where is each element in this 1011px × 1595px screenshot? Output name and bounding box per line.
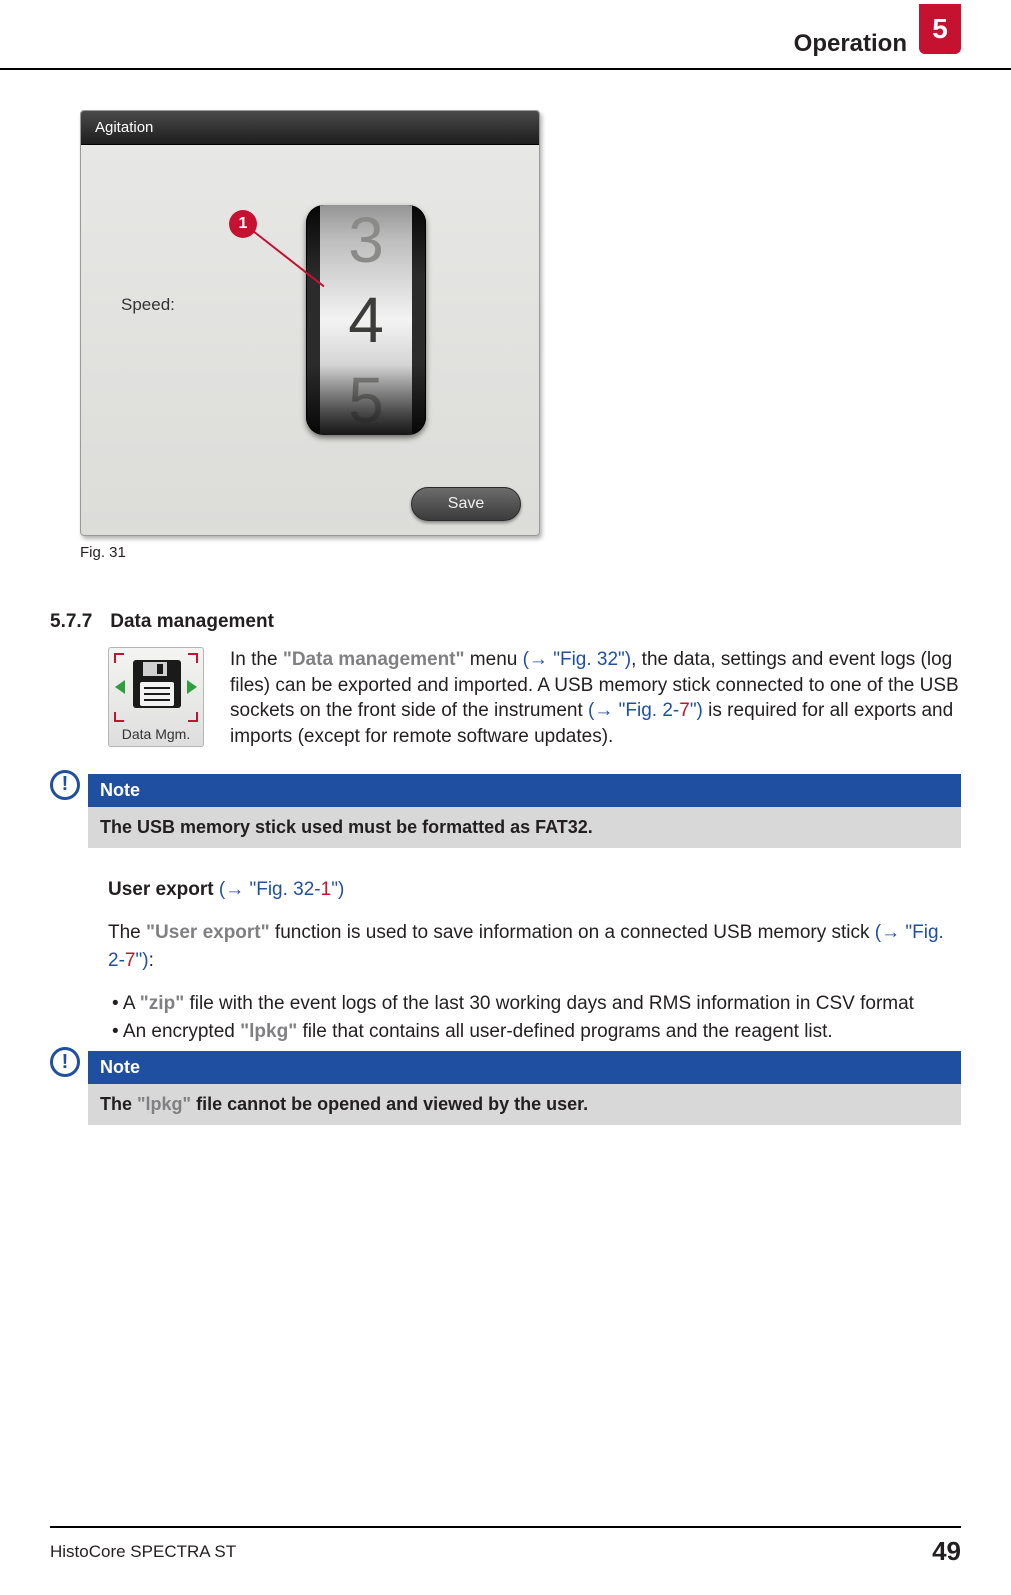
page-footer: HistoCore SPECTRA ST 49 (50, 1526, 961, 1567)
user-export-block: User export (→ "Fig. 32-1") The "User ex… (50, 876, 961, 1046)
chapter-title: Operation (794, 30, 907, 58)
section-title: Data management (110, 611, 274, 633)
xref-fig-32-1[interactable]: (→ "Fig. 32-1") (219, 879, 344, 900)
floppy-disk-icon (131, 658, 183, 710)
chapter-number-badge: 5 (919, 4, 961, 54)
note-lpkg: ! Note The "lpkg" file cannot be opened … (88, 1051, 961, 1125)
xref-fig-2-7[interactable]: (→ "Fig. 2-7") (588, 700, 703, 721)
agitation-panel: Agitation Speed: 1 3 4 5 Save (80, 110, 540, 536)
xref-fig-32[interactable]: (→ "Fig. 32") (523, 649, 632, 670)
note-body: The USB memory stick used must be format… (88, 807, 961, 848)
agitation-titlebar: Agitation (81, 111, 539, 145)
user-export-heading: User export (108, 879, 219, 900)
spinner-value-above: 3 (348, 205, 384, 280)
bullet-zip: A "zip" file with the event logs of the … (112, 990, 961, 1018)
speed-label: Speed: (121, 295, 175, 315)
header-rule (0, 68, 1011, 70)
spinner-value-selected: 4 (348, 280, 384, 360)
agitation-body: Speed: 1 3 4 5 Save (81, 145, 539, 535)
note-icon: ! (50, 770, 80, 800)
section-intro-text: In the "Data management" menu (→ "Fig. 3… (230, 647, 961, 750)
callout-marker-1: 1 (229, 210, 257, 238)
note-body: The "lpkg" file cannot be opened and vie… (88, 1084, 961, 1125)
note-head: Note (88, 1051, 961, 1084)
export-arrow-icon (187, 680, 197, 694)
note-head: Note (88, 774, 961, 807)
section-number: 5.7.7 (50, 611, 92, 633)
data-mgmt-icon-tile[interactable]: Data Mgm. (108, 647, 204, 747)
bullet-lpkg: An encrypted "lpkg" file that contains a… (112, 1018, 961, 1046)
icon-tile-label: Data Mgm. (122, 726, 190, 742)
figure-31: Agitation Speed: 1 3 4 5 Save Fig. 31 (80, 110, 540, 561)
page-number: 49 (932, 1536, 961, 1567)
speed-spinner[interactable]: 3 4 5 (306, 205, 426, 435)
product-name: HistoCore SPECTRA ST (50, 1542, 236, 1562)
figure-caption: Fig. 31 (80, 544, 540, 561)
spinner-value-below: 5 (348, 360, 384, 435)
page-header: Operation 5 (50, 30, 961, 68)
save-button[interactable]: Save (411, 487, 521, 521)
section-5-7-7: 5.7.7 Data management Data Mgm. (50, 611, 961, 1125)
menu-term: "Data management" (283, 649, 465, 670)
note-icon: ! (50, 1047, 80, 1077)
note-fat32: ! Note The USB memory stick used must be… (88, 774, 961, 848)
import-arrow-icon (115, 680, 125, 694)
